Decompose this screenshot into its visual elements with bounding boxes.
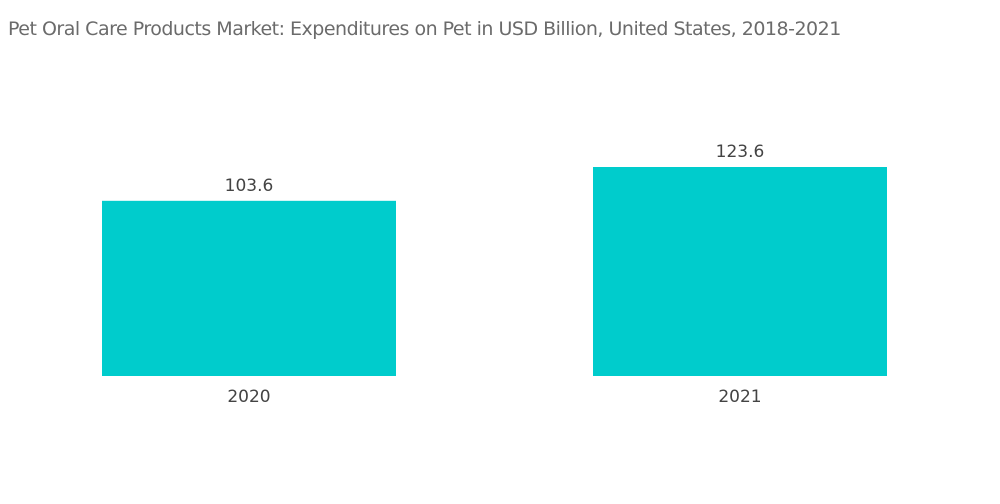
bars-group: 103.6 2020 123.6 2021 [102, 142, 887, 407]
bar-2021 [593, 167, 887, 376]
x-tick-label-2020: 2020 [227, 387, 270, 407]
bar-2020 [102, 200, 396, 376]
chart-title: Pet Oral Care Products Market: Expenditu… [8, 18, 841, 40]
value-label-2021: 123.6 [716, 142, 765, 162]
value-label-2020: 103.6 [225, 176, 274, 196]
x-tick-label-2021: 2021 [718, 387, 761, 407]
